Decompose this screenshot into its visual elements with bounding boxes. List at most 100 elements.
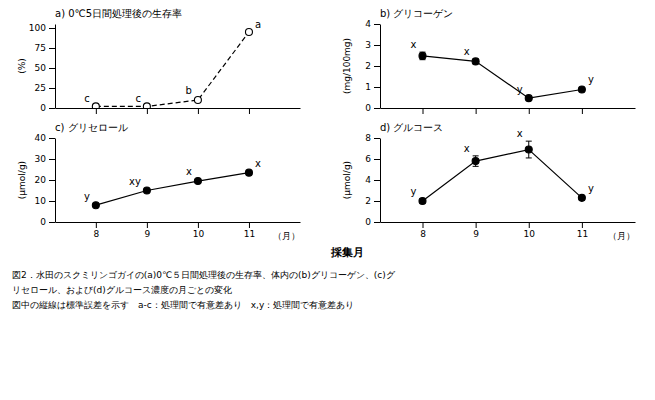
x-axis-title: 採集月 <box>330 246 364 259</box>
annotation: c <box>135 93 141 104</box>
y-tick-mark <box>49 68 55 69</box>
point <box>419 198 426 205</box>
annotation: y <box>411 186 417 197</box>
y-tick-mark <box>374 108 380 109</box>
panel: 01234b) グリコーゲン(mg/100mg)xxyy <box>342 8 636 114</box>
y-tick: 100 <box>29 23 55 33</box>
annotation: x <box>464 143 470 154</box>
y-tick-label: 20 <box>35 175 47 185</box>
x-tick: 11 <box>577 222 588 239</box>
point <box>472 58 479 65</box>
y-tick-label: 2 <box>365 61 371 71</box>
x-tick-label: 9 <box>145 229 151 239</box>
y-axis-title: (%) <box>17 58 27 74</box>
x-tick: 10 <box>193 222 205 239</box>
series-line <box>96 32 249 106</box>
annotation: c <box>84 93 90 104</box>
y-tick-label: 100 <box>29 23 46 33</box>
x-tick-label: 9 <box>473 229 479 239</box>
x-tick: 11 <box>244 222 255 239</box>
series-line <box>423 150 582 201</box>
x-tick: 10 <box>524 222 536 239</box>
point <box>245 29 252 36</box>
y-axis-title: (mg/100mg) <box>342 38 352 94</box>
x-tick: 9 <box>473 222 479 239</box>
y-tick-label: 4 <box>365 19 371 29</box>
y-tick-label: 0 <box>40 217 46 227</box>
y-tick: 50 <box>35 63 55 73</box>
annotation: x <box>255 158 261 169</box>
annotation: y <box>84 191 90 202</box>
y-tick-mark <box>374 24 380 25</box>
y-axis-title: (μmol/g) <box>17 161 27 199</box>
point <box>578 194 585 201</box>
y-tick: 8 <box>365 133 380 143</box>
x-tick-mark <box>249 108 250 114</box>
x-tick-label: 10 <box>524 229 536 239</box>
panel-title: a) 0℃5日間処理後の生存率 <box>55 8 182 19</box>
x-tick-mark <box>423 222 424 228</box>
annotation: y <box>517 84 523 95</box>
point <box>525 95 532 102</box>
y-axis-line <box>380 139 381 223</box>
plot-area <box>419 141 585 204</box>
y-tick-mark <box>374 201 380 202</box>
x-tick: 8 <box>420 222 426 239</box>
point <box>92 103 99 108</box>
y-tick-label: 8 <box>365 133 371 143</box>
caption: 図2．水田のスクミリンゴガイの(a)0℃５日間処理後の生存率、体内の(b)グリコ… <box>12 270 396 280</box>
x-tick <box>476 108 477 114</box>
y-tick-mark <box>49 48 55 49</box>
x-axis-unit: （月） <box>273 231 300 241</box>
y-tick-label: 25 <box>35 83 46 93</box>
x-tick-mark <box>249 222 250 228</box>
caption: 図中の縦線は標準誤差を示す a-c：処理間で有意差あり x,y：処理間で有意差あ… <box>12 300 354 310</box>
y-tick: 2 <box>365 61 380 71</box>
y-axis-line <box>380 25 381 109</box>
x-tick-mark <box>147 108 148 114</box>
y-tick-label: 0 <box>365 217 371 227</box>
plot-area <box>92 169 252 209</box>
x-tick-mark <box>476 222 477 228</box>
y-tick: 40 <box>35 133 55 143</box>
x-tick-mark <box>198 108 199 114</box>
annotation: x <box>411 39 417 50</box>
y-tick: 1 <box>365 82 380 92</box>
x-axis-line <box>381 222 636 223</box>
y-axis: 010203040 <box>35 133 56 227</box>
y-axis: 0 25 50 75 100 <box>29 23 56 113</box>
x-tick <box>529 108 530 114</box>
x-tick-mark <box>96 222 97 228</box>
y-tick-mark <box>374 87 380 88</box>
x-tick-mark <box>96 108 97 114</box>
y-tick-mark <box>374 66 380 67</box>
point <box>143 103 150 108</box>
x-axis <box>56 108 301 114</box>
y-tick: 75 <box>35 43 55 53</box>
x-axis-line <box>56 222 301 223</box>
y-tick: 25 <box>35 83 55 93</box>
y-tick: 3 <box>365 40 380 50</box>
x-tick <box>582 108 583 114</box>
caption: リセロール、および(d)グルコース濃度の月ごとの変化 <box>12 285 232 295</box>
x-axis <box>381 108 636 114</box>
series-line <box>96 173 249 206</box>
x-tick-mark <box>476 108 477 114</box>
error-bar <box>420 52 426 60</box>
panel: 89101102468d) グルコース(μmol/g)yxxy <box>342 122 636 239</box>
y-tick-mark <box>374 138 380 139</box>
x-tick-label: 8 <box>420 229 426 239</box>
x-tick-mark <box>198 222 199 228</box>
y-tick-mark <box>49 201 55 202</box>
point <box>245 169 252 176</box>
y-tick: 0 <box>365 217 380 227</box>
y-axis-line <box>55 139 56 223</box>
x-axis: 891011 <box>56 222 301 239</box>
y-tick-mark <box>49 108 55 109</box>
annotation: x <box>186 166 192 177</box>
y-tick: 0 <box>40 103 55 113</box>
point <box>92 202 99 209</box>
y-tick: 0 <box>365 103 380 113</box>
y-tick-label: 0 <box>365 103 371 113</box>
annotation: y <box>588 74 594 85</box>
